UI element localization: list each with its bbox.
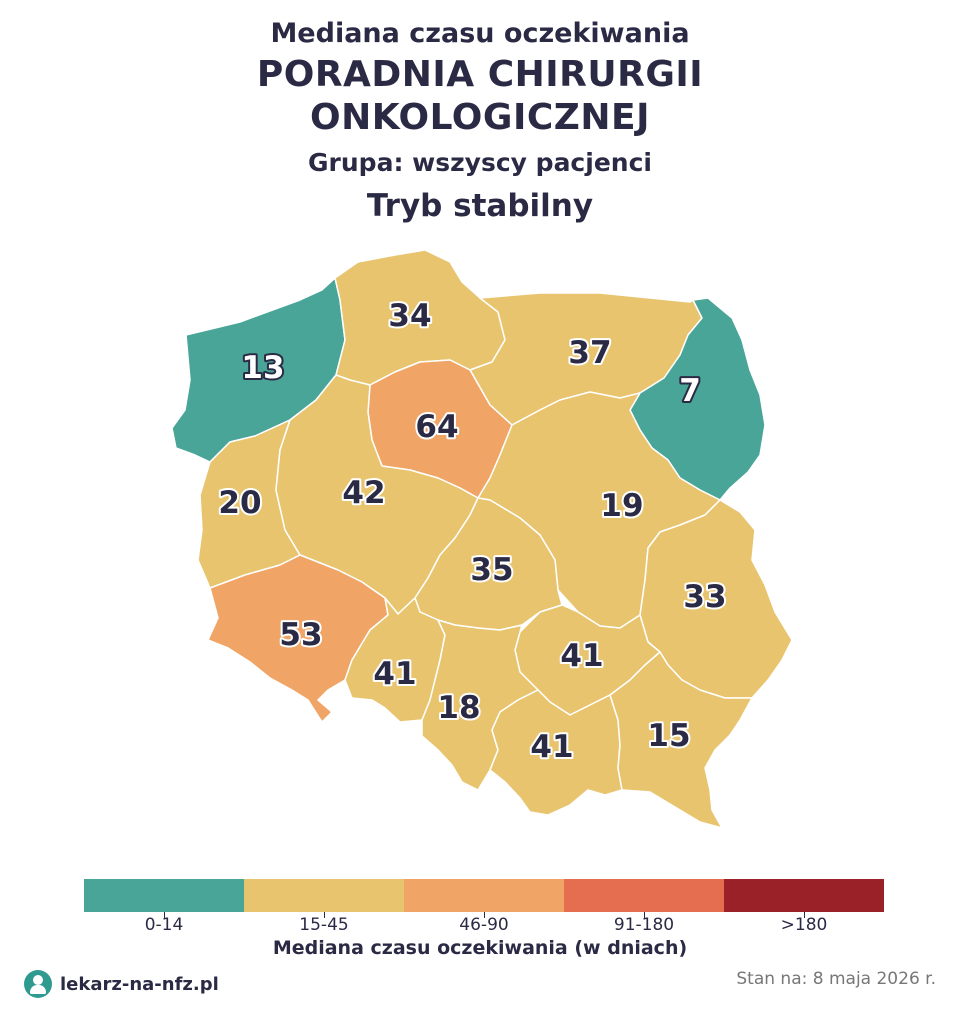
legend-swatch-46-90 bbox=[404, 879, 564, 912]
brand-name: lekarz-na-nfz.pl bbox=[60, 973, 219, 995]
poland-map: 13 34 37 7 64 20 42 19 35 33 53 41 41 18… bbox=[171, 249, 793, 829]
clinic-name-line1: PORADNIA CHIRURGII bbox=[256, 54, 704, 95]
value-label-dolnoslaskie: 53 bbox=[279, 617, 322, 653]
value-label-wielkopolskie: 42 bbox=[342, 475, 385, 511]
labels-layer: 13 34 37 7 64 20 42 19 35 33 53 41 41 18… bbox=[216, 296, 728, 767]
region-malopolskie bbox=[489, 689, 623, 816]
legend-label-46-90: 46-90 bbox=[459, 915, 509, 935]
mode-label: Tryb stabilny bbox=[366, 188, 594, 224]
value-label-swietokrzyskie: 41 bbox=[560, 638, 603, 674]
legend-title: Mediana czasu oczekiwania (w dniach) bbox=[272, 937, 688, 959]
legend-label-15-45: 15-45 bbox=[299, 915, 349, 935]
data-date: Stan na: 8 maja 2026 r. bbox=[736, 969, 936, 989]
legend-tick bbox=[644, 912, 645, 918]
legend-tick bbox=[484, 912, 485, 918]
value-label-lodzkie: 35 bbox=[470, 552, 513, 588]
legend-swatch-over-180 bbox=[724, 879, 884, 912]
value-label-pomorskie: 34 bbox=[388, 298, 431, 334]
value-label-lubelskie: 33 bbox=[683, 579, 726, 615]
value-label-podkarpackie: 15 bbox=[647, 718, 690, 754]
value-label-zachodniopomorskie: 13 bbox=[241, 350, 284, 386]
value-label-lubuskie: 20 bbox=[218, 485, 261, 521]
legend-label-over-180: >180 bbox=[780, 915, 828, 935]
region-podkarpackie bbox=[609, 651, 753, 829]
legend-tick bbox=[164, 912, 165, 918]
legend-ticks bbox=[84, 912, 884, 918]
legend-label-91-180: 91-180 bbox=[613, 915, 675, 935]
value-label-malopolskie: 41 bbox=[530, 729, 573, 765]
value-label-kujawsko-pomorskie: 64 bbox=[415, 409, 458, 445]
value-label-opolskie: 41 bbox=[373, 656, 416, 692]
legend-tick bbox=[804, 912, 805, 918]
regions-layer bbox=[171, 249, 793, 829]
clinic-name-line2: ONKOLOGICZNEJ bbox=[310, 97, 650, 138]
chart-title-top: Mediana czasu oczekiwania bbox=[270, 18, 690, 49]
legend-swatch-0-14 bbox=[84, 879, 244, 912]
value-label-mazowieckie: 19 bbox=[600, 488, 643, 524]
value-label-podlaskie: 7 bbox=[679, 373, 701, 409]
legend-labels: 0-14 15-45 46-90 91-180 >180 bbox=[84, 915, 884, 935]
brand: lekarz-na-nfz.pl bbox=[24, 970, 219, 998]
region-dolnoslaskie bbox=[207, 554, 389, 723]
legend-tick bbox=[324, 912, 325, 918]
legend-swatch-91-180 bbox=[564, 879, 724, 912]
legend-swatch-15-45 bbox=[244, 879, 404, 912]
legend-color-bar bbox=[84, 879, 884, 912]
value-label-warminsko-mazurskie: 37 bbox=[568, 335, 611, 371]
legend-label-0-14: 0-14 bbox=[144, 915, 184, 935]
patient-group: Grupa: wszyscy pacjenci bbox=[308, 148, 652, 177]
value-label-slaskie: 18 bbox=[437, 690, 480, 726]
doctor-logo-icon bbox=[24, 970, 52, 998]
